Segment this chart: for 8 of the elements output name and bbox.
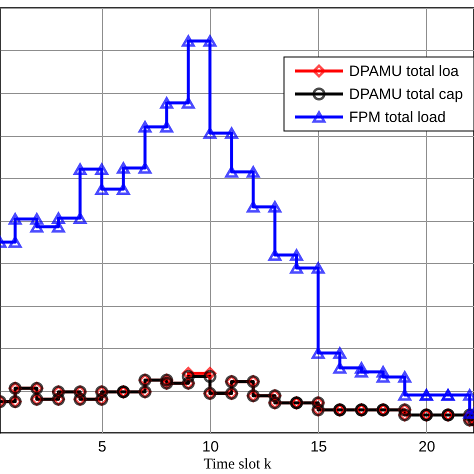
x-tick-label: 20 — [418, 438, 436, 456]
legend-label: DPAMU total loa — [349, 63, 460, 80]
x-tick-label: 10 — [202, 438, 219, 456]
legend-label: DPAMU total cap — [349, 86, 463, 103]
x-tick-label: 5 — [98, 438, 106, 456]
x-axis-title: Time slot k — [204, 456, 272, 472]
legend-label: FPM total load — [349, 109, 446, 126]
x-tick-label: 15 — [310, 438, 328, 456]
